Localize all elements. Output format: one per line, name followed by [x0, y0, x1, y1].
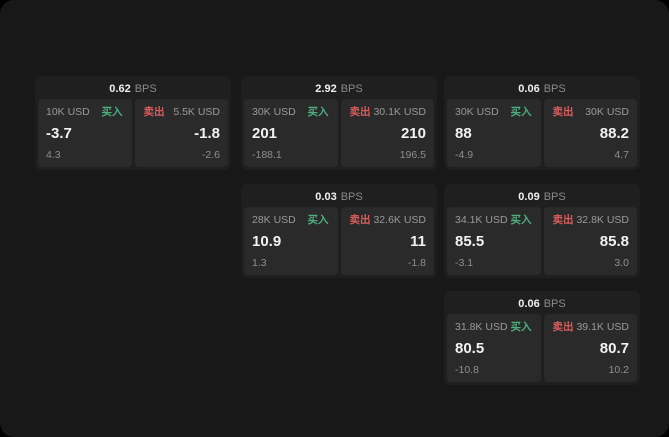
buy-size-label: 30K USD	[252, 106, 296, 118]
bps-label: BPS	[134, 83, 157, 95]
buy-size-label: 10K USD	[46, 106, 90, 118]
bps-value: 0.62	[109, 83, 131, 95]
sell-panel[interactable]: 卖出 32.6K USD 11 -1.8	[340, 207, 434, 275]
sell-button[interactable]: 卖出	[552, 106, 574, 118]
sell-button[interactable]: 卖出	[349, 214, 371, 226]
card-header: 2.92 BPS	[244, 79, 434, 99]
buy-panel[interactable]: 30K USD 买入 88 -4.9	[447, 99, 541, 167]
buy-price: 10.9	[252, 233, 282, 250]
buy-panel[interactable]: 10K USD 买入 -3.7 4.3	[38, 99, 132, 167]
bps-label: BPS	[543, 191, 566, 203]
buy-button[interactable]: 买入	[307, 106, 329, 118]
sell-price: 88.2	[599, 125, 629, 142]
buy-delta: -3.1	[455, 257, 474, 269]
sell-price: 85.8	[599, 233, 629, 250]
sell-size-label: 30K USD	[585, 106, 629, 118]
card-header: 0.62 BPS	[38, 79, 228, 99]
buy-delta: 1.3	[252, 257, 267, 269]
bps-label: BPS	[543, 298, 566, 310]
buy-panel[interactable]: 31.8K USD 买入 80.5 -10.8	[447, 314, 541, 382]
buy-price: 201	[252, 125, 278, 142]
card-header: 0.03 BPS	[244, 187, 434, 207]
sell-price: 11	[410, 233, 426, 250]
sell-delta: -1.8	[407, 257, 426, 269]
bps-label: BPS	[340, 191, 363, 203]
sell-delta: 3.0	[614, 257, 629, 269]
buy-button[interactable]: 买入	[101, 106, 123, 118]
bps-value: 0.06	[518, 298, 540, 310]
buy-size-label: 30K USD	[455, 106, 499, 118]
sell-button[interactable]: 卖出	[143, 106, 165, 118]
buy-size-label: 28K USD	[252, 214, 296, 226]
bps-label: BPS	[340, 83, 363, 95]
buy-price: 88	[455, 125, 472, 142]
sell-size-label: 39.1K USD	[576, 321, 629, 333]
sell-size-label: 32.8K USD	[576, 214, 629, 226]
buy-button[interactable]: 买入	[510, 106, 532, 118]
quote-card: 0.03 BPS 28K USD 买入 10.9 1.3 卖出 32.6K US…	[241, 184, 437, 278]
buy-price: 85.5	[455, 233, 485, 250]
sell-price: -1.8	[194, 125, 220, 142]
sell-price: 210	[400, 125, 426, 142]
sell-delta: 196.5	[399, 149, 426, 161]
sell-button[interactable]: 卖出	[552, 214, 574, 226]
bps-value: 0.09	[518, 191, 540, 203]
buy-button[interactable]: 买入	[510, 214, 532, 226]
sell-size-label: 32.6K USD	[373, 214, 426, 226]
bps-label: BPS	[543, 83, 566, 95]
buy-delta: -4.9	[455, 149, 474, 161]
quote-card: 0.06 BPS 31.8K USD 买入 80.5 -10.8 卖出 39.1…	[444, 291, 640, 385]
sell-panel[interactable]: 卖出 30.1K USD 210 196.5	[340, 99, 434, 167]
bps-value: 2.92	[315, 83, 337, 95]
buy-panel[interactable]: 30K USD 买入 201 -188.1	[244, 99, 338, 167]
buy-delta: 4.3	[46, 149, 61, 161]
buy-price: 80.5	[455, 340, 485, 357]
sell-delta: 10.2	[608, 364, 629, 376]
buy-panel[interactable]: 34.1K USD 买入 85.5 -3.1	[447, 207, 541, 275]
buy-delta: -10.8	[455, 364, 479, 376]
card-header: 0.06 BPS	[447, 79, 637, 99]
buy-button[interactable]: 买入	[307, 214, 329, 226]
buy-delta: -188.1	[252, 149, 282, 161]
sell-delta: 4.7	[614, 149, 629, 161]
quote-card: 0.06 BPS 30K USD 买入 88 -4.9 卖出 30K USD 8…	[444, 76, 640, 170]
quote-card: 2.92 BPS 30K USD 买入 201 -188.1 卖出 30.1K …	[241, 76, 437, 170]
sell-delta: -2.6	[201, 149, 220, 161]
buy-size-label: 31.8K USD	[455, 321, 508, 333]
quote-card: 0.09 BPS 34.1K USD 买入 85.5 -3.1 卖出 32.8K…	[444, 184, 640, 278]
sell-button[interactable]: 卖出	[349, 106, 371, 118]
sell-button[interactable]: 卖出	[552, 321, 574, 333]
card-header: 0.06 BPS	[447, 294, 637, 314]
buy-button[interactable]: 买入	[510, 321, 532, 333]
buy-panel[interactable]: 28K USD 买入 10.9 1.3	[244, 207, 338, 275]
quote-card: 0.62 BPS 10K USD 买入 -3.7 4.3 卖出 5.5K USD…	[35, 76, 231, 170]
sell-size-label: 5.5K USD	[173, 106, 220, 118]
sell-panel[interactable]: 卖出 5.5K USD -1.8 -2.6	[134, 99, 228, 167]
sell-size-label: 30.1K USD	[373, 106, 426, 118]
buy-size-label: 34.1K USD	[455, 214, 508, 226]
sell-panel[interactable]: 卖出 30K USD 88.2 4.7	[543, 99, 637, 167]
bps-value: 0.06	[518, 83, 540, 95]
sell-panel[interactable]: 卖出 32.8K USD 85.8 3.0	[543, 207, 637, 275]
bps-value: 0.03	[315, 191, 337, 203]
buy-price: -3.7	[46, 125, 72, 142]
sell-price: 80.7	[599, 340, 629, 357]
card-header: 0.09 BPS	[447, 187, 637, 207]
sell-panel[interactable]: 卖出 39.1K USD 80.7 10.2	[543, 314, 637, 382]
